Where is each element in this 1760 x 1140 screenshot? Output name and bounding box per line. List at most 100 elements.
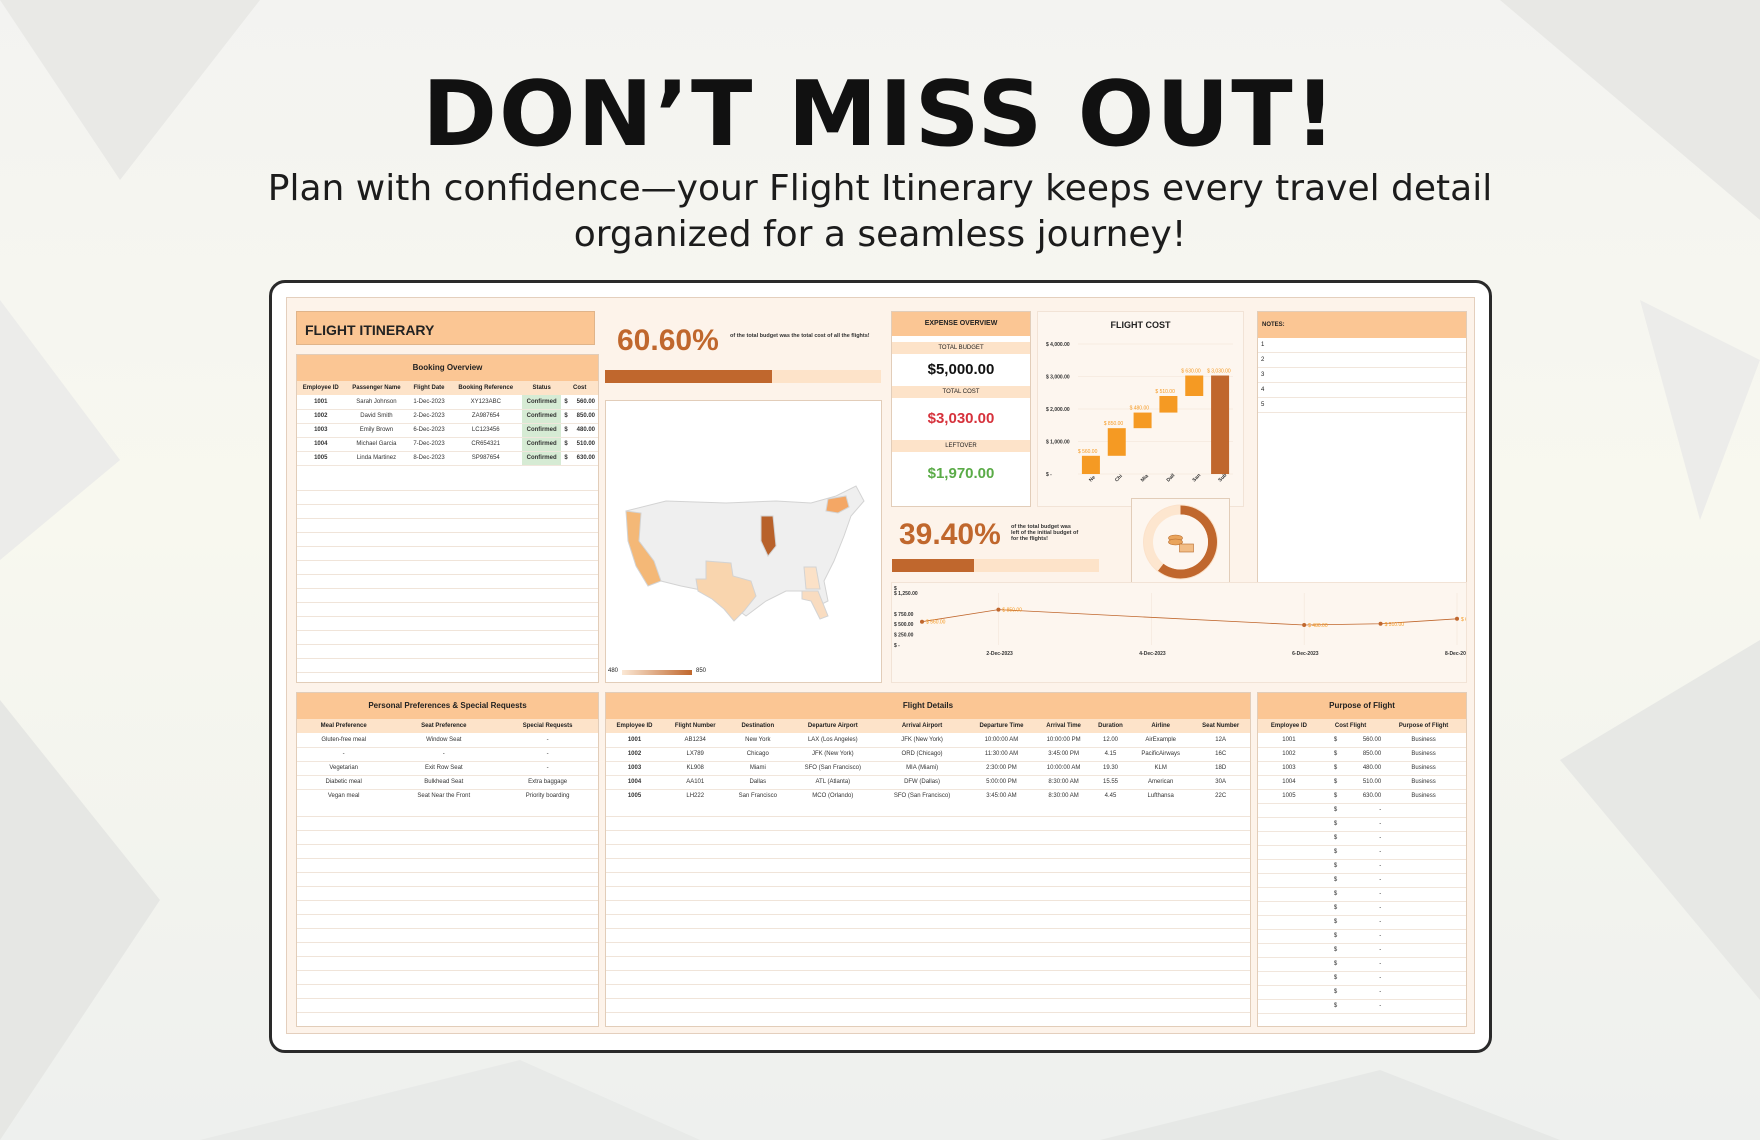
employee-id-cell: 1001	[1258, 733, 1320, 748]
table-row[interactable]: 1003 $480.00 Business	[1258, 761, 1466, 776]
flight-cell: SFO (San Francisco)	[877, 789, 967, 804]
table-row[interactable]: 1004 Michael Garcia 7-Dec-2023 CR654321 Conf…	[297, 437, 598, 452]
table-row[interactable]: 1004 $510.00 Business	[1258, 775, 1466, 790]
col-flight-7: Duration	[1090, 719, 1131, 733]
table-row[interactable]: 1003 Emily Brown 6-Dec-2023 LC123456 Confirm…	[297, 423, 598, 438]
table-row[interactable]: Gluten-free meal Window Seat -	[297, 733, 598, 748]
empty-row[interactable]: $ -	[1258, 999, 1466, 1014]
y-tick-label: $ 500.00	[894, 622, 914, 628]
passenger-name-cell: David Smith	[344, 409, 409, 424]
cost-cell: -	[1349, 873, 1382, 888]
cost-cell: -	[1349, 957, 1382, 972]
empty-row[interactable]: $ -	[1258, 887, 1466, 902]
table-row[interactable]: 1005 Linda Martinez 8-Dec-2023 SP987654 Conf…	[297, 451, 598, 466]
donut-slice	[1144, 505, 1181, 571]
flight-cell: LH222	[663, 789, 728, 804]
flight-cell: 11:30:00 AM	[966, 747, 1037, 762]
table-row[interactable]: 1002 LX789 Chicago JFK (New York) ORD (Chica…	[606, 747, 1250, 762]
y-tick-label: $ 1,250.00	[894, 591, 918, 597]
table-row[interactable]: 1001 AB1234 New York LAX (Los Angeles) JFK (…	[606, 733, 1250, 748]
empty-grid	[297, 477, 598, 682]
empty-row[interactable]: $ -	[1258, 873, 1466, 888]
table-row[interactable]: 1004 AA101 Dallas ATL (Atlanta) DFW (Dallas)…	[606, 775, 1250, 790]
passenger-name-cell: Michael Garcia	[344, 437, 409, 452]
table-row[interactable]: 1005 LH222 San Francisco MCO (Orlando) SFO (…	[606, 789, 1250, 804]
seat-preference-cell: Seat Near the Front	[390, 789, 498, 804]
table-row[interactable]: Diabetic meal Bulkhead Seat Extra baggage	[297, 775, 598, 790]
table-row[interactable]: 1001 Sarah Johnson 1-Dec-2023 XY123ABC Confi…	[297, 395, 598, 410]
purpose-cell	[1381, 831, 1466, 846]
flight-cell: 1001	[606, 733, 664, 748]
meal-preference-cell: Diabetic meal	[297, 775, 391, 790]
currency-cell: $	[1319, 873, 1350, 888]
notes-heading: NOTES:	[1258, 312, 1466, 338]
empty-row[interactable]: $ -	[1258, 915, 1466, 930]
table-row[interactable]: 1001 $560.00 Business	[1258, 733, 1466, 748]
employee-id-cell	[1258, 915, 1320, 930]
waterfall-bar	[1185, 375, 1204, 396]
empty-row[interactable]: $ -	[1258, 957, 1466, 972]
seat-preference-cell: Bulkhead Seat	[390, 775, 498, 790]
empty-row[interactable]: $ -	[1258, 845, 1466, 860]
flight-cell: 15.55	[1090, 775, 1131, 790]
currency-cell: $	[1319, 733, 1350, 748]
flight-cell: MIA (Miami)	[877, 761, 967, 776]
empty-row[interactable]: $ -	[1258, 831, 1466, 846]
waterfall-bar	[1081, 455, 1100, 474]
flight-cell: ORD (Chicago)	[877, 747, 967, 762]
flight-cell: JFK (New York)	[877, 733, 967, 748]
empty-row[interactable]: $ -	[1258, 943, 1466, 958]
col-employee-id: Employee ID	[297, 381, 345, 395]
kpi-left-value: 39.40%	[899, 518, 1001, 551]
empty-row[interactable]: $ -	[1258, 929, 1466, 944]
employee-id-cell	[1258, 887, 1320, 902]
data-point	[1378, 621, 1383, 626]
empty-row[interactable]: $ -	[1258, 971, 1466, 986]
x-tick-label: Sub	[1217, 472, 1228, 483]
table-row[interactable]: 1003 KL908 Miami SFO (San Francisco) MIA (Mi…	[606, 761, 1250, 776]
purpose-cell	[1381, 985, 1466, 1000]
employee-id-cell: 1002	[1258, 747, 1320, 762]
empty-row[interactable]: $ -	[1258, 803, 1466, 818]
currency-cell: $	[1319, 747, 1350, 762]
note-line[interactable]: 2	[1258, 353, 1466, 368]
donut-slice	[1157, 505, 1217, 579]
table-row[interactable]: Vegetarian Exit Row Seat -	[297, 761, 598, 776]
cost-cell: -	[1349, 915, 1382, 930]
col-status: Status	[521, 381, 562, 395]
table-row[interactable]: 1005 $630.00 Business	[1258, 789, 1466, 804]
status-badge: Confirmed	[521, 395, 562, 410]
empty-row[interactable]: $ -	[1258, 901, 1466, 916]
empty-row[interactable]: $ -	[1258, 985, 1466, 1000]
employee-id-cell: 1001	[297, 395, 345, 410]
flight-cell: 19.30	[1090, 761, 1131, 776]
note-line[interactable]: 1	[1258, 338, 1466, 353]
table-row[interactable]: 1002 $850.00 Business	[1258, 747, 1466, 762]
device-frame: FLIGHT ITINERARY Booking Overview Employ…	[269, 280, 1492, 1053]
currency-cell: $	[1319, 887, 1350, 902]
flight-cell: 16C	[1191, 747, 1250, 762]
table-row[interactable]: Vegan meal Seat Near the Front Priority bo…	[297, 789, 598, 804]
cost-trend-chart-panel: $ $ 1,250.00 $ 750.00 $ 500.00 $ 250.00 $ - 2-…	[891, 582, 1481, 683]
note-line[interactable]: 5	[1258, 398, 1466, 413]
col-flight-9: Seat Number	[1191, 719, 1250, 733]
note-line[interactable]: 3	[1258, 368, 1466, 383]
table-row[interactable]: ---	[297, 747, 598, 762]
currency-cell: $	[1319, 775, 1350, 790]
empty-row[interactable]: $ -	[1258, 859, 1466, 874]
booking-reference-cell: ZA987654	[449, 409, 522, 424]
meal-preference-cell: -	[297, 747, 391, 762]
flight-date-cell: 2-Dec-2023	[408, 409, 450, 424]
flight-cell: Lufthansa	[1130, 789, 1192, 804]
state-illinois	[760, 515, 777, 557]
empty-row[interactable]: $ -	[1258, 817, 1466, 832]
expense-overview-panel: EXPENSE OVERVIEW TOTAL BUDGET $5,000.00 …	[891, 311, 1031, 507]
note-line[interactable]: 4	[1258, 383, 1466, 398]
data-point	[1302, 623, 1307, 628]
table-row[interactable]: 1002 David Smith 2-Dec-2023 ZA987654 Confirm…	[297, 409, 598, 424]
booking-reference-cell: SP987654	[449, 451, 522, 466]
col-special-requests: Special Requests	[497, 719, 598, 733]
flight-cell: SFO (San Francisco)	[788, 761, 878, 776]
